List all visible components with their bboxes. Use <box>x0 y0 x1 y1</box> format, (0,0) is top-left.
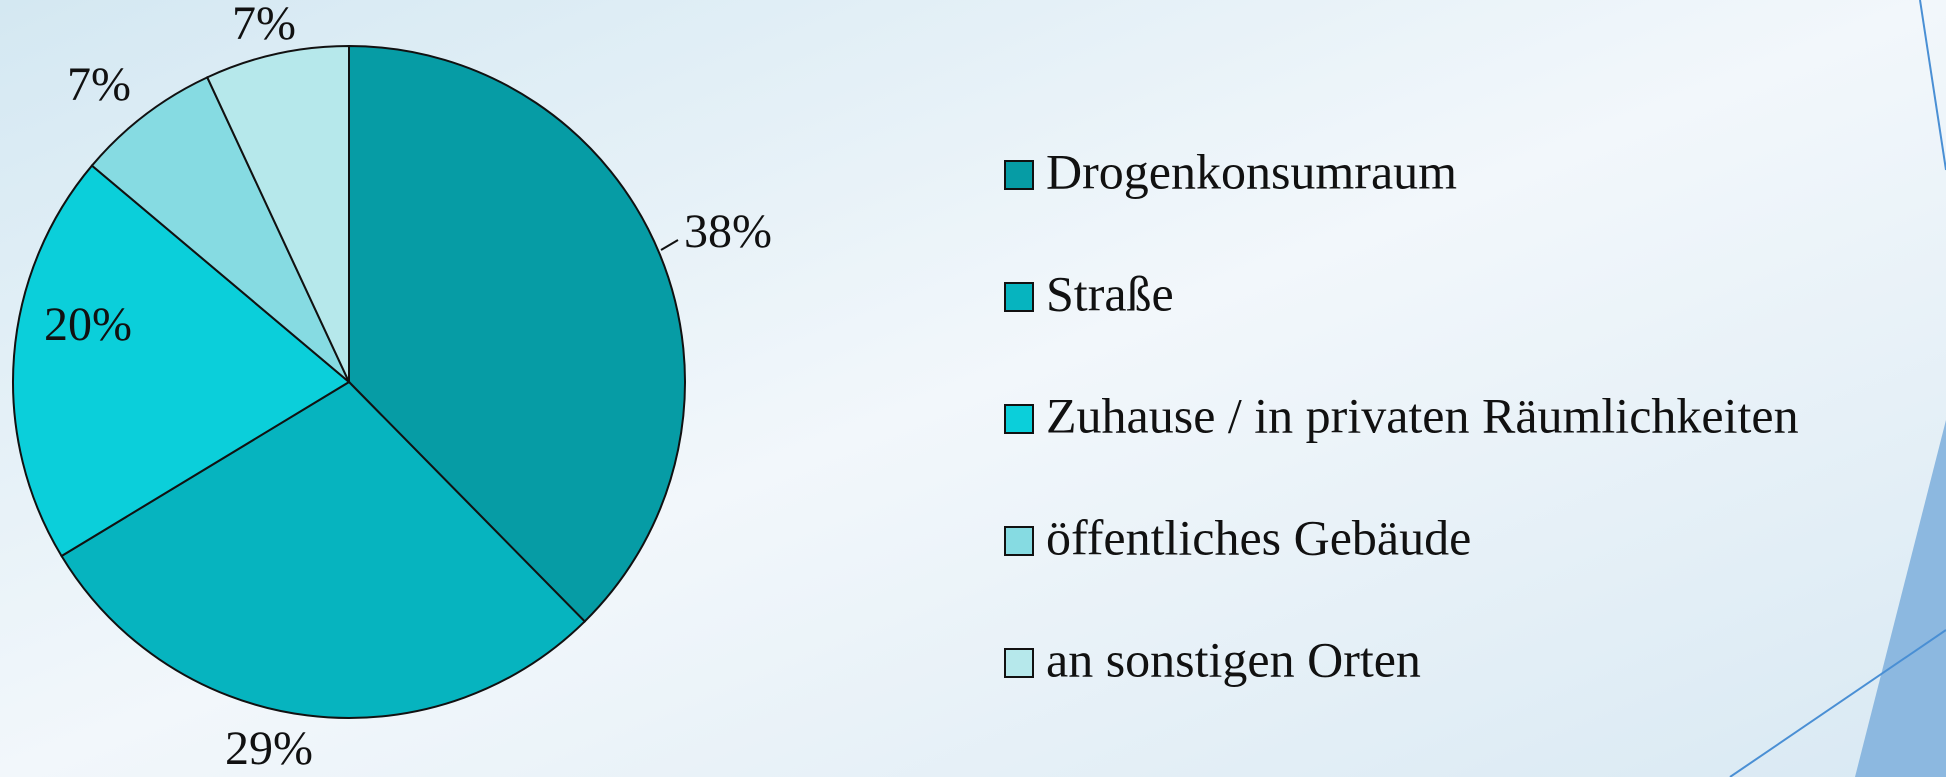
legend-label: Zuhause / in privaten Räumlichkeiten <box>1046 387 1799 443</box>
pie-slice <box>60 380 587 719</box>
pie: 38% 29% 20% 7% 7% <box>12 0 772 775</box>
pie-slice <box>12 164 351 558</box>
legend-label: öffentliches Gebäude <box>1046 509 1471 565</box>
legend-label: an sonstigen Orten <box>1046 631 1421 687</box>
decoration-line <box>1729 629 1946 777</box>
data-label: 7% <box>232 0 296 50</box>
pie-slice <box>90 76 350 383</box>
leader-line <box>660 239 679 251</box>
pie-slice <box>205 44 350 383</box>
data-label: 20% <box>44 298 132 351</box>
legend: Drogenkonsumraum Straße Zuhause / in priva… <box>1004 143 1799 687</box>
decoration-line <box>1919 0 1946 171</box>
legend-swatch <box>1004 526 1034 556</box>
data-label: 29% <box>225 722 313 775</box>
data-label: 38% <box>684 205 772 258</box>
legend-swatch <box>1004 648 1034 678</box>
legend-swatch <box>1004 404 1034 434</box>
legend-swatch <box>1004 282 1034 312</box>
decoration <box>1855 420 1946 777</box>
pie-slice <box>348 44 686 623</box>
legend-label: Straße <box>1046 265 1174 321</box>
legend-swatch <box>1004 160 1034 190</box>
data-label: 7% <box>67 58 131 111</box>
legend-label: Drogenkonsumraum <box>1046 143 1457 199</box>
